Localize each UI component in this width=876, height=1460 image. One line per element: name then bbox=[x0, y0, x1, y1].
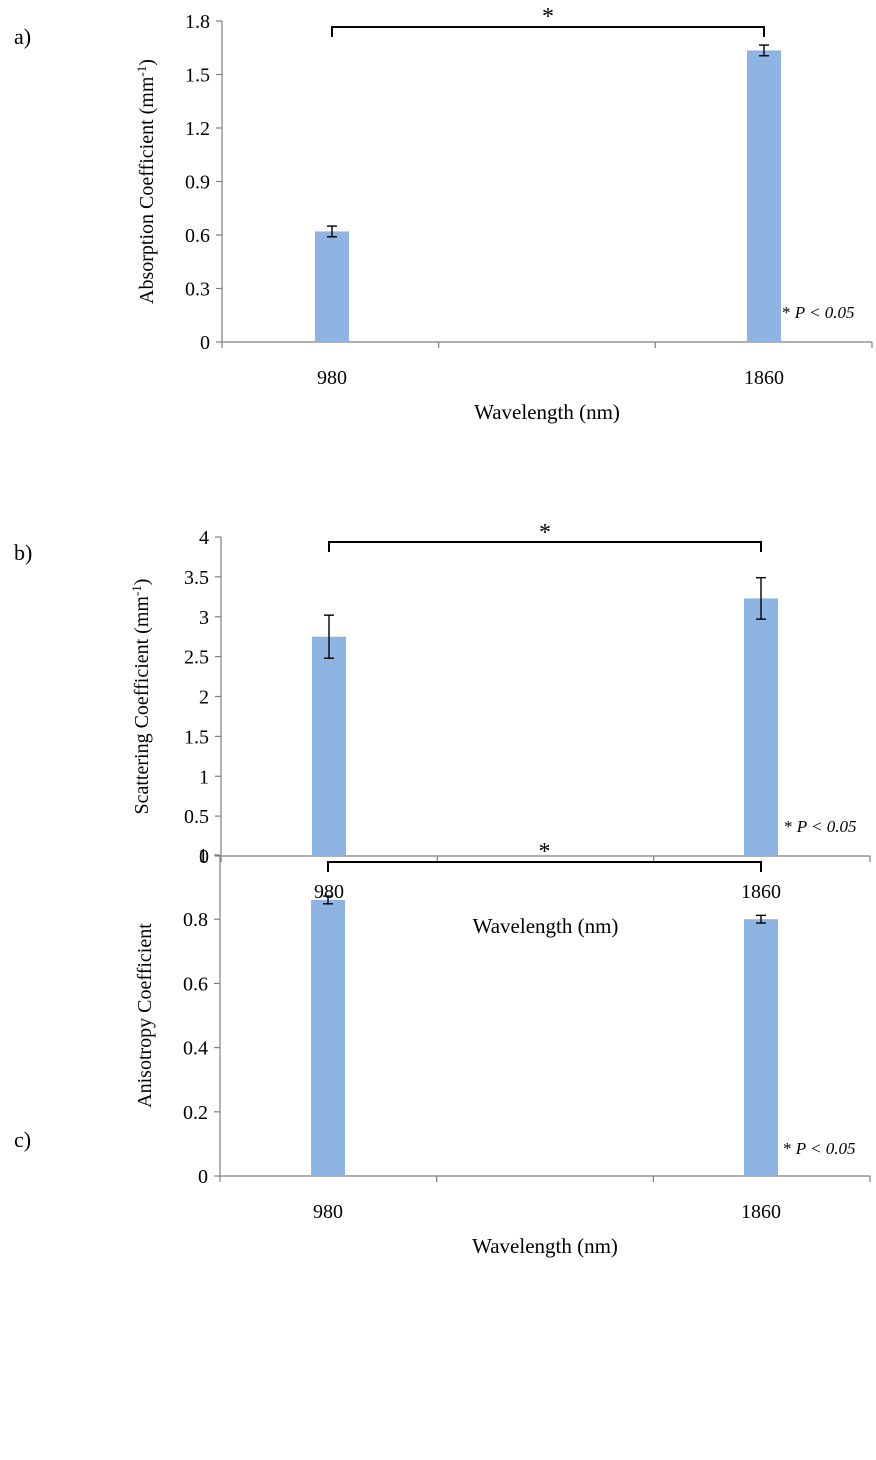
x-axis-label: Wavelength (nm) bbox=[474, 400, 620, 424]
x-category-label: 980 bbox=[314, 881, 344, 903]
chart-panel-1: a) 0 0.3 0.6 0.9 1.2 1.5 1.8 980 1860 * Wavelength … bbox=[14, 4, 873, 424]
y-axis-label-main: Absorption Coefficient (mm bbox=[136, 76, 158, 304]
p-value-note: * P < 0.05 bbox=[782, 303, 855, 322]
p-value-star: * bbox=[784, 817, 797, 836]
y-tick-label: 1.2 bbox=[185, 118, 210, 140]
y-tick-label: 2 bbox=[199, 687, 209, 709]
bar-980 bbox=[311, 899, 345, 1176]
y-tick-label: 0.5 bbox=[184, 806, 209, 828]
y-tick-label: 1.5 bbox=[185, 65, 210, 87]
y-tick-label: 2.5 bbox=[184, 647, 209, 669]
y-axis-label-superscript: -1 bbox=[129, 585, 144, 596]
y-axis-label-main: Scattering Coefficient (mm bbox=[131, 596, 153, 815]
y-axis-label-close: ) bbox=[136, 59, 158, 66]
x-category-label: 1860 bbox=[744, 367, 784, 389]
p-value-text: P < 0.05 bbox=[796, 817, 857, 836]
y-tick-label: 0.6 bbox=[183, 973, 208, 995]
x-category-label: 1860 bbox=[741, 881, 781, 903]
panel-label: a) bbox=[14, 24, 31, 49]
bar-1860 bbox=[747, 50, 781, 343]
p-value-star: * bbox=[783, 1139, 796, 1158]
y-tick-label: 0 bbox=[198, 1166, 208, 1188]
y-tick-label: 1 bbox=[198, 845, 208, 867]
bar-980 bbox=[315, 231, 349, 342]
x-category-label: 980 bbox=[313, 1201, 343, 1223]
y-tick-label: 0.6 bbox=[185, 225, 210, 247]
y-tick-label: 3.5 bbox=[184, 567, 209, 589]
y-tick-label: 0.2 bbox=[183, 1102, 208, 1124]
x-axis-label: Wavelength (nm) bbox=[473, 914, 619, 938]
y-tick-label: 3 bbox=[199, 607, 209, 629]
panel-label: c) bbox=[14, 1127, 31, 1152]
p-value-text: P < 0.05 bbox=[794, 303, 855, 322]
y-axis-label: Anisotropy Coefficient bbox=[134, 923, 156, 1108]
bar-1860 bbox=[744, 919, 778, 1176]
y-tick-label: 1.5 bbox=[184, 726, 209, 748]
y-axis-label-superscript: -1 bbox=[134, 66, 149, 77]
panel-label: b) bbox=[14, 540, 32, 565]
p-value-note: * P < 0.05 bbox=[783, 1139, 856, 1158]
x-axis-label: Wavelength (nm) bbox=[472, 1234, 618, 1258]
p-value-note: * P < 0.05 bbox=[784, 817, 857, 836]
y-tick-label: 0.8 bbox=[183, 909, 208, 931]
significance-bracket bbox=[327, 861, 762, 872]
p-value-text: P < 0.05 bbox=[795, 1139, 856, 1158]
significance-bracket bbox=[328, 541, 762, 552]
y-tick-label: 0 bbox=[200, 332, 210, 354]
x-category-label: 1860 bbox=[741, 1201, 781, 1223]
significance-star: * bbox=[542, 4, 554, 30]
bar-1860 bbox=[744, 598, 778, 856]
y-tick-label: 0.4 bbox=[183, 1038, 208, 1060]
chart-panel-2: b) 0 0.5 1 1.5 2 2.5 3 3.5 4 980 1860 * Wavelength (n… bbox=[14, 520, 871, 938]
significance-star: * bbox=[539, 520, 551, 546]
y-axis-label-close: ) bbox=[131, 579, 153, 586]
x-category-label: 980 bbox=[317, 367, 347, 389]
y-tick-label: 0.9 bbox=[185, 172, 210, 194]
significance-bracket bbox=[331, 26, 765, 37]
y-axis-label-main: Anisotropy Coefficient bbox=[134, 923, 156, 1108]
y-axis-label: Scattering Coefficient (mm-1) bbox=[129, 579, 154, 815]
bar-980 bbox=[312, 636, 346, 856]
y-tick-label: 0.3 bbox=[185, 279, 210, 301]
y-tick-label: 0 bbox=[199, 846, 209, 868]
y-axis-label: Absorption Coefficient (mm-1) bbox=[134, 59, 159, 304]
y-tick-label: 1 bbox=[199, 766, 209, 788]
chart-panel-3: c) 0 0.2 0.4 0.6 0.8 1 980 1860 * Wavelength (nm) A… bbox=[14, 839, 871, 1258]
significance-star: * bbox=[539, 839, 551, 865]
y-tick-label: 4 bbox=[199, 527, 209, 549]
p-value-star: * bbox=[782, 303, 795, 322]
y-tick-label: 1.8 bbox=[185, 11, 210, 33]
